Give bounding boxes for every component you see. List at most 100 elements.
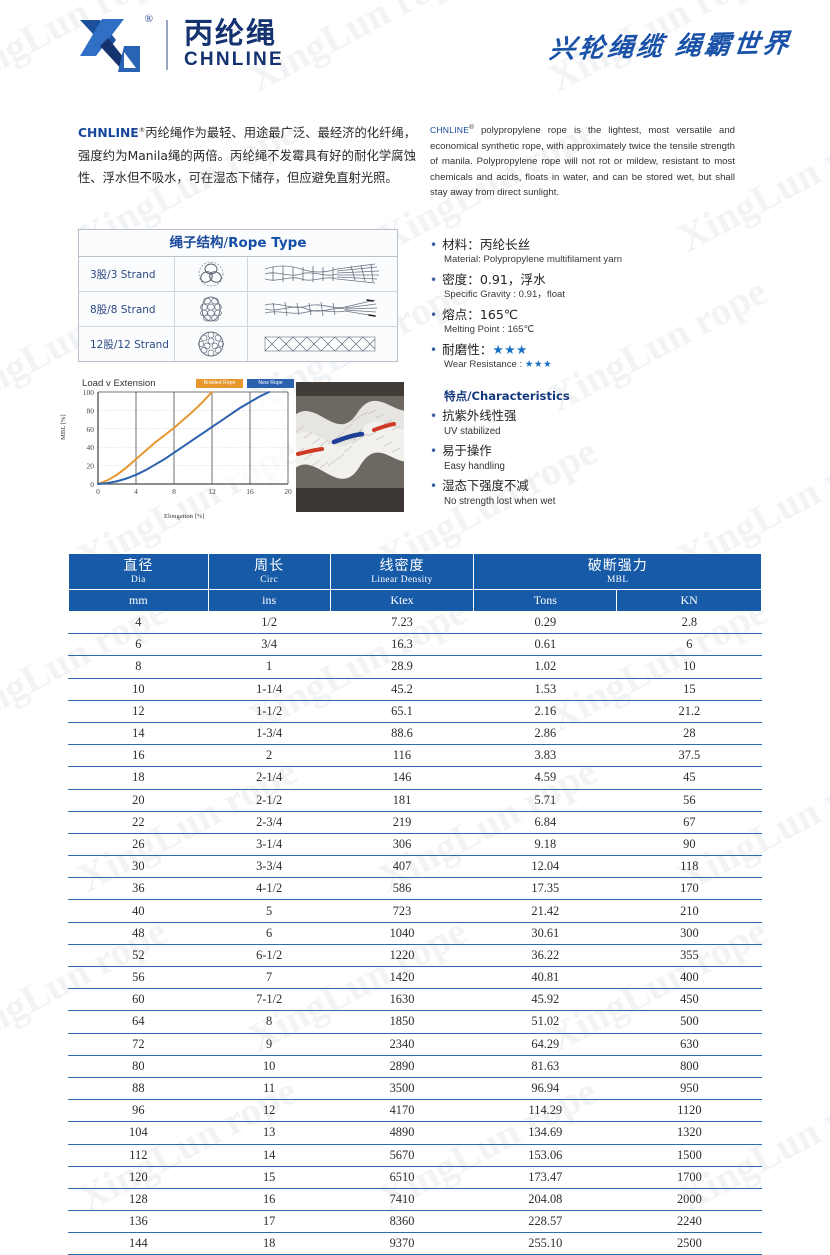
table-cell: 9370 (330, 1232, 474, 1255)
table-cell: 6.84 (473, 811, 617, 834)
table-cell: 13 (208, 1121, 331, 1145)
table-cell: 1.02 (473, 655, 617, 679)
table-cell: 4890 (330, 1121, 474, 1145)
table-cell: 116 (330, 744, 474, 768)
table-row: 72 9 2340 64.29 630 (68, 1033, 762, 1056)
table-cell: 51.02 (473, 1010, 617, 1034)
table-cell: 7.23 (330, 610, 474, 635)
table-cell: 204.08 (473, 1188, 617, 1212)
table-cell: 1-1/2 (208, 700, 331, 723)
table-cell: 52 (68, 944, 209, 968)
table-cell: 173.47 (473, 1166, 617, 1189)
table-header-group-row: 直径 Dia 周长 Circ 线密度 Linear Density 破断强力 M… (68, 553, 762, 590)
brand-name-cn: 丙纶绳 (184, 15, 278, 50)
table-cell: 64.29 (473, 1033, 617, 1056)
table-cell: 72 (68, 1033, 209, 1056)
header-dia: 直径 Dia (68, 553, 209, 590)
table-cell: 2.16 (473, 700, 617, 723)
table-cell: 170 (616, 877, 762, 901)
table-cell: 1850 (330, 1010, 474, 1034)
spec-label-cn: 密度：0.91，浮水 (430, 271, 730, 288)
wear-resistance-stars-cn: ★★★ (492, 342, 528, 358)
table-cell: 40.81 (473, 966, 617, 990)
characteristic-item: 抗紫外线性强 UV stabilized (430, 407, 730, 439)
table-cell: 17 (208, 1210, 331, 1234)
intro-text-cn: 丙纶绳作为最轻、用途最广泛、最经济的化纤绳，强度约为Manila绳的两倍。丙纶绳… (78, 126, 416, 186)
table-cell: 0.61 (473, 633, 617, 657)
svg-text:0: 0 (96, 487, 100, 496)
rope-side-view-3strand-icon (248, 257, 397, 291)
characteristics-title-cn: 特点 (444, 389, 468, 403)
table-cell: 80 (68, 1055, 209, 1078)
spec-label-en: Wear Resistance : ★★★ (430, 358, 730, 372)
table-cell: 7-1/2 (208, 988, 331, 1012)
table-row: 30 3-3/4 407 12.04 118 (68, 855, 762, 879)
table-row: 96 12 4170 114.29 1120 (68, 1099, 762, 1123)
header-circ: 周长 Circ (207, 553, 331, 590)
table-cell: 146 (330, 766, 474, 790)
table-cell: 22 (68, 811, 209, 834)
rope-type-row: 3股/3 Strand (79, 257, 397, 292)
svg-text:60: 60 (87, 425, 95, 434)
spec-item: 耐磨性：★★★ Wear Resistance : ★★★ (430, 341, 730, 372)
table-row: 14 1-3/4 88.6 2.86 28 (68, 722, 762, 746)
table-body: 4 1/2 7.23 0.29 2.8 6 3/4 16.3 0.61 6 8 1 28.9 1.02 10… (68, 610, 762, 1255)
svg-text:4: 4 (134, 487, 138, 496)
table-cell: 300 (616, 922, 762, 945)
table-row: 16 2 116 3.83 37.5 (68, 744, 762, 768)
unit-mm: mm (68, 589, 209, 612)
brand-name-en: CHNLINE (184, 49, 284, 71)
table-cell: 64 (68, 1010, 209, 1034)
table-cell: 1.53 (473, 678, 617, 701)
unit-tons: Tons (473, 589, 618, 612)
characteristic-cn: 抗紫外线性强 (430, 407, 730, 425)
table-cell: 9 (208, 1033, 331, 1056)
table-cell: 45.2 (330, 678, 474, 701)
unit-kn: KN (616, 589, 762, 612)
svg-text:80: 80 (87, 406, 95, 415)
table-cell: 3/4 (208, 633, 331, 657)
table-cell: 96.94 (473, 1077, 617, 1101)
table-cell: 1 (208, 655, 331, 679)
table-cell: 30 (68, 855, 209, 879)
rope-type-row: 12股/12 Strand (79, 327, 397, 361)
table-cell: 18 (68, 766, 209, 790)
table-row: 112 14 5670 153.06 1500 (68, 1144, 762, 1167)
material-specs-list: 材料：丙纶长丝 Material: Polypropylene multifil… (430, 236, 730, 376)
table-cell: 36 (68, 877, 209, 901)
rope-cross-section-3strand-icon (175, 257, 248, 291)
table-cell: 355 (616, 944, 762, 968)
characteristic-item: 易于操作 Easy handling (430, 442, 730, 474)
spec-item: 熔点：165℃ Melting Point : 165℃ (430, 306, 730, 337)
svg-text:40: 40 (87, 443, 95, 452)
table-cell: 219 (330, 811, 474, 834)
characteristics-title: 特点/Characteristics (430, 388, 730, 404)
characteristics-title-sep: / (467, 389, 472, 403)
table-cell: 88.6 (330, 722, 474, 746)
table-cell: 1220 (330, 944, 474, 968)
spec-label-cn: 耐磨性：★★★ (430, 341, 730, 358)
table-cell: 1040 (330, 922, 474, 945)
table-cell: 128 (68, 1188, 209, 1212)
unit-ins: ins (207, 589, 331, 612)
rope-type-title: 绳子结构/Rope Type (79, 230, 397, 257)
intro-text-en: polypropylene rope is the lightest, most… (430, 125, 735, 199)
spec-label-cn: 熔点：165℃ (430, 306, 730, 323)
table-row: 40 5 723 21.42 210 (68, 899, 762, 923)
table-cell: 18 (208, 1232, 331, 1255)
table-cell: 9.18 (473, 833, 617, 857)
company-slogan: 兴轮绳缆 绳霸世界 (548, 28, 794, 65)
table-cell: 45.92 (473, 988, 617, 1012)
intro-reg-icon-cn: ® (138, 125, 146, 134)
chnline-logo-icon: ® (78, 13, 153, 74)
header-linear-density: 线密度 Linear Density (329, 553, 475, 590)
table-cell: 228.57 (473, 1210, 617, 1234)
table-cell: 65.1 (330, 700, 474, 723)
table-cell: 2-3/4 (208, 811, 331, 834)
table-row: 26 3-1/4 306 9.18 90 (68, 833, 762, 857)
table-cell: 12 (208, 1099, 331, 1123)
table-cell: 1420 (330, 966, 474, 990)
table-cell: 136 (68, 1210, 209, 1234)
table-cell: 0.29 (473, 610, 617, 635)
table-row: 128 16 7410 204.08 2000 (68, 1188, 762, 1212)
